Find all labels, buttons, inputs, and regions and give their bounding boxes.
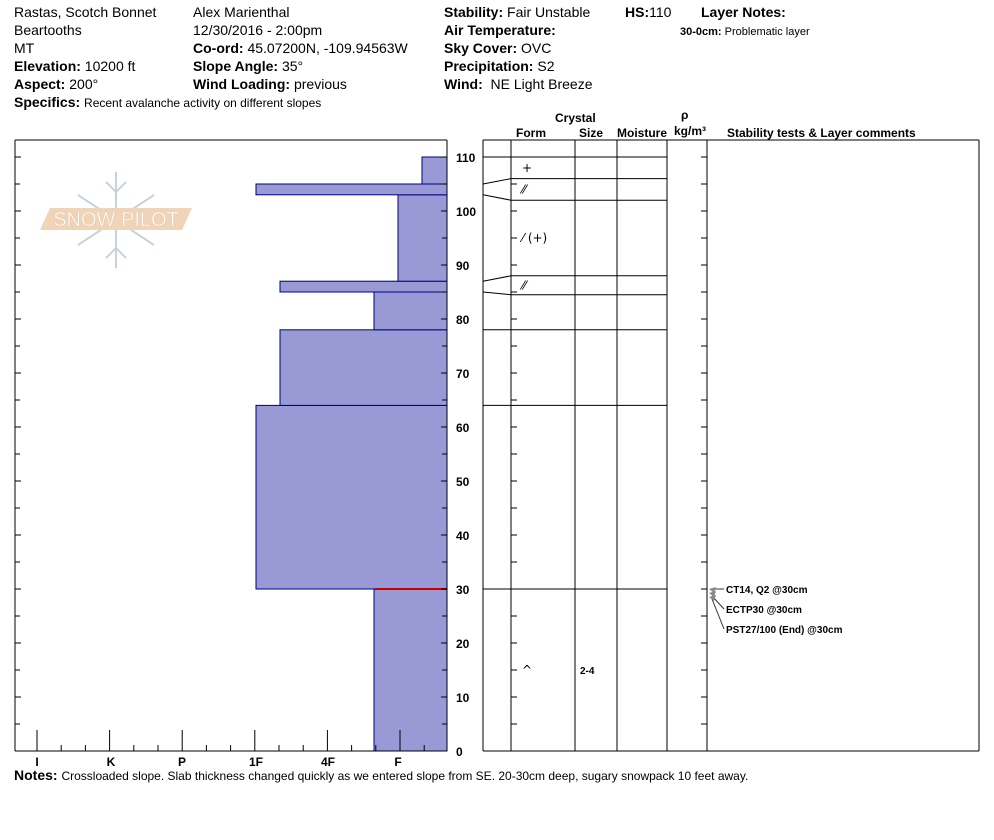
coord-value: 45.07200N, -109.94563W	[247, 40, 408, 56]
moisture-header: Moisture	[617, 126, 668, 140]
arrow-icon	[709, 595, 716, 601]
precip-value: S2	[537, 58, 555, 74]
notes-label: Notes:	[14, 767, 58, 783]
coord-label: Co-ord:	[193, 40, 244, 56]
height-label: 50	[456, 475, 470, 489]
specifics-value: Recent avalanche activity on different s…	[84, 96, 322, 110]
specifics-label: Specifics:	[14, 94, 81, 110]
hardness-layer	[255, 183, 448, 196]
size-header: Size	[579, 126, 604, 140]
wind: Wind: NE Light Breeze	[444, 76, 592, 92]
hardness-layer	[255, 404, 448, 590]
slope-angle: Slope Angle: 35°	[193, 58, 303, 74]
snowpilot-logo: SNOW PILOT	[38, 170, 198, 270]
hardness-label: 1F	[249, 755, 263, 769]
layer-connector	[482, 178, 512, 185]
logo-text: SNOW PILOT	[53, 209, 179, 231]
precip-label: Precipitation:	[444, 58, 534, 74]
layer-note-text: Problematic layer	[724, 26, 810, 38]
hardness-label: K	[107, 755, 116, 769]
elevation: Elevation: 10200 ft	[14, 58, 135, 74]
height-label: 40	[456, 529, 470, 543]
height-label: 0	[456, 745, 463, 759]
layer-note-range: 30-0cm:	[680, 26, 722, 38]
form-header: Form	[516, 126, 546, 140]
location: Rastas, Scotch Bonnet	[14, 4, 157, 20]
test-pointer	[711, 598, 725, 630]
specifics: Specifics: Recent avalanche activity on …	[14, 94, 321, 111]
hardness-label: 4F	[321, 755, 335, 769]
hardness-layer	[397, 194, 448, 282]
grain-form-symbol: ⁄⁄	[519, 182, 529, 196]
hardness-layer	[421, 156, 448, 185]
aspect: Aspect: 200°	[14, 76, 98, 92]
coord: Co-ord: 45.07200N, -109.94563W	[193, 40, 408, 56]
elevation-value: 10200 ft	[84, 58, 136, 74]
stability-label: Stability:	[444, 4, 504, 20]
aspect-value: 200°	[69, 76, 99, 92]
wind-label: Wind:	[444, 76, 483, 92]
wind-value: NE Light Breeze	[490, 76, 593, 92]
notes: Notes: Crossloaded slope. Slab thickness…	[14, 767, 748, 784]
layer-connector	[482, 194, 512, 201]
hardness-label: P	[178, 755, 186, 769]
hardness-layer	[279, 329, 448, 406]
stability-test: PST27/100 (End) @30cm	[726, 625, 843, 636]
rho-header: ρ	[681, 108, 689, 122]
state: MT	[14, 40, 35, 56]
height-label: 20	[456, 637, 470, 651]
height-label: 60	[456, 421, 470, 435]
air-temp-label: Air Temperature:	[444, 22, 556, 38]
height-label: 90	[456, 259, 470, 273]
slope-label: Slope Angle:	[193, 58, 279, 74]
height-label: 110	[456, 151, 476, 165]
grain-form-symbol: ^	[522, 663, 532, 677]
stability-test: ECTP30 @30cm	[726, 605, 802, 616]
comments-header: Stability tests & Layer comments	[727, 126, 916, 140]
grain-form-symbol: ⁄⁄	[519, 278, 529, 292]
height-label: 30	[456, 583, 470, 597]
stability: Stability: Fair Unstable	[444, 4, 590, 20]
slope-value: 35°	[281, 58, 304, 74]
range: Beartooths	[14, 22, 82, 38]
wind-loading-label: Wind Loading:	[193, 76, 291, 92]
hardness-layer	[373, 291, 448, 331]
hardness-layer	[373, 588, 448, 752]
hs: HS:110	[625, 4, 671, 20]
hardness-layer	[279, 280, 448, 293]
datetime: 12/30/2016 - 2:00pm	[193, 22, 323, 38]
crystal-header: Crystal	[555, 111, 596, 125]
hardness-label: F	[394, 755, 401, 769]
hardness-label: I	[35, 755, 38, 769]
snowflake-icon: SNOW PILOT	[40, 172, 192, 268]
grain-size: 2-4	[580, 666, 595, 677]
wind-loading: Wind Loading: previous	[193, 76, 347, 92]
grain-form-symbol: +	[522, 161, 532, 175]
layer-connector	[482, 291, 512, 296]
grain-form-symbol: ⁄ (+)	[519, 231, 547, 245]
stability-value: Fair Unstable	[507, 4, 591, 20]
height-label: 70	[456, 367, 470, 381]
height-label: 100	[456, 205, 476, 219]
layer-note: 30-0cm: Problematic layer	[680, 24, 810, 40]
elevation-label: Elevation:	[14, 58, 81, 74]
precipitation: Precipitation: S2	[444, 58, 554, 74]
stability-test: CT14, Q2 @30cm	[726, 585, 808, 596]
sky-label: Sky Cover:	[444, 40, 518, 56]
density-header: kg/m³	[674, 124, 707, 138]
height-label: 80	[456, 313, 470, 327]
notes-text: Crossloaded slope. Slab thickness change…	[61, 769, 749, 783]
aspect-label: Aspect:	[14, 76, 66, 92]
wind-loading-value: previous	[293, 76, 347, 92]
observer: Alex Marienthal	[193, 4, 290, 20]
hs-label: HS:	[625, 4, 650, 20]
sky-value: OVC	[521, 40, 552, 56]
layer-notes-label: Layer Notes:	[701, 4, 786, 20]
hs-value: 110	[649, 4, 672, 20]
sky-cover: Sky Cover: OVC	[444, 40, 551, 56]
height-label: 10	[456, 691, 470, 705]
layer-connector	[482, 275, 512, 282]
